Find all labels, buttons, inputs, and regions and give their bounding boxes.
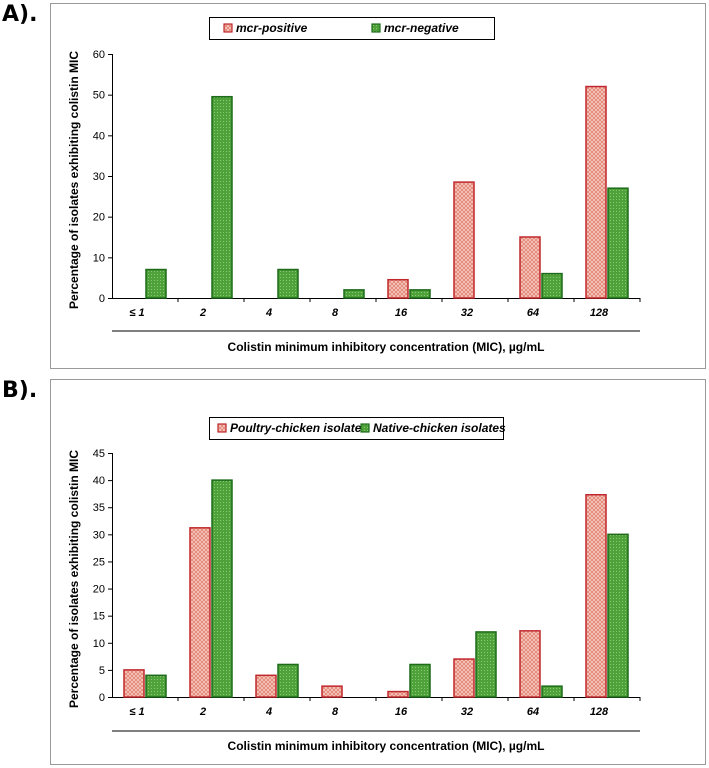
y-tick-label: 30 bbox=[93, 529, 105, 541]
y-tick-label: 15 bbox=[93, 611, 105, 623]
panel-a-label: A). bbox=[2, 2, 38, 27]
legend-box bbox=[209, 417, 504, 440]
bar-series1-5 bbox=[453, 658, 475, 698]
legend-swatch-1 bbox=[223, 23, 233, 33]
x-tick-label: 4 bbox=[265, 706, 272, 718]
chart-a: 0 10 20 30 40 50 60 ≤ 1 2 4 8 16 32 64 128 Colistin min… bbox=[67, 17, 641, 354]
bar-series2-1 bbox=[211, 95, 233, 299]
x-tick-label: ≤ 1 bbox=[129, 706, 144, 718]
y-tick-label: 0 bbox=[99, 692, 105, 704]
legend-swatch-1 bbox=[217, 423, 227, 433]
bar-series2-5 bbox=[475, 631, 497, 698]
x-tick-label: 128 bbox=[590, 307, 609, 319]
x-tick-label: 16 bbox=[395, 307, 408, 319]
x-tick-label: 16 bbox=[395, 706, 408, 718]
bar-series1-2 bbox=[255, 674, 277, 698]
legend: mcr-positive mcr-negative bbox=[209, 17, 495, 40]
bar-series1-1 bbox=[189, 527, 211, 698]
bar-series1-4 bbox=[387, 690, 409, 698]
y-tick-label: 45 bbox=[93, 448, 105, 460]
x-tick-label: 128 bbox=[590, 706, 609, 718]
y-tick-label: 20 bbox=[93, 584, 105, 596]
bar-series2-0 bbox=[145, 674, 167, 698]
bar-series1-3 bbox=[321, 685, 343, 698]
bar-series2-3 bbox=[343, 289, 365, 299]
y-tick-label: 40 bbox=[93, 475, 105, 487]
x-tick-label: 2 bbox=[199, 706, 206, 718]
bar-series1-7 bbox=[585, 494, 607, 698]
legend-label-1: Poultry-chicken isolates bbox=[230, 421, 368, 435]
y-tick-label: 50 bbox=[93, 90, 105, 102]
legend: Poultry-chicken isolates Native-chicken i… bbox=[209, 417, 506, 440]
x-tick-label: 8 bbox=[332, 307, 339, 319]
bar-series2-6 bbox=[541, 272, 563, 299]
y-tick-label: 60 bbox=[93, 49, 105, 61]
panel-b-label: B). bbox=[2, 378, 38, 403]
chart-b: 0 5 10 15 20 25 30 35 40 45 ≤ 1 2 4 8 16 32 64 128 Colisti… bbox=[67, 417, 641, 753]
bar-series1-0 bbox=[123, 669, 145, 698]
y-tick-label: 5 bbox=[99, 665, 105, 677]
bar-series1-5 bbox=[453, 181, 475, 299]
x-tick-label: 64 bbox=[527, 307, 539, 319]
bar-series1-6 bbox=[519, 630, 541, 698]
bar-series2-4 bbox=[409, 289, 431, 299]
x-axis-title: Colistin minimum inhibitory concentratio… bbox=[228, 739, 545, 753]
legend-label-1: mcr-positive bbox=[236, 21, 308, 35]
bar-series2-6 bbox=[541, 685, 563, 698]
y-tick-label: 10 bbox=[93, 252, 105, 264]
x-tick-label: ≤ 1 bbox=[129, 307, 144, 319]
bar-series2-4 bbox=[409, 663, 431, 698]
y-tick-label: 40 bbox=[93, 130, 105, 142]
legend-box bbox=[209, 17, 495, 40]
x-tick-label: 8 bbox=[332, 706, 339, 718]
bar-series1-6 bbox=[519, 236, 541, 299]
y-tick-label: 25 bbox=[93, 556, 105, 568]
panel-a-frame bbox=[50, 3, 706, 369]
x-axis-title: Colistin minimum inhibitory concentratio… bbox=[228, 340, 545, 354]
bar-series2-7 bbox=[607, 533, 629, 698]
y-tick-label: 30 bbox=[93, 171, 105, 183]
bar-series2-1 bbox=[211, 479, 233, 698]
y-axis-title: Percentage of isolates exhibiting colist… bbox=[67, 51, 81, 309]
legend-label-2: Native-chicken isolates bbox=[373, 421, 506, 435]
legend-label-2: mcr-negative bbox=[384, 21, 459, 35]
bar-series1-4 bbox=[387, 278, 409, 299]
x-tick-label: 32 bbox=[461, 307, 473, 319]
y-tick-label: 0 bbox=[99, 293, 105, 305]
bar-series2-7 bbox=[607, 187, 629, 299]
bar-series2-2 bbox=[277, 268, 299, 299]
y-tick-label: 35 bbox=[93, 502, 105, 514]
x-tick-label: 2 bbox=[199, 307, 206, 319]
legend-swatch-2 bbox=[371, 23, 381, 33]
panel-b-frame bbox=[50, 379, 706, 765]
bar-series2-2 bbox=[277, 663, 299, 698]
x-tick-label: 32 bbox=[461, 706, 473, 718]
y-tick-label: 10 bbox=[93, 638, 105, 650]
y-tick-label: 20 bbox=[93, 212, 105, 224]
legend-swatch-2 bbox=[360, 423, 370, 433]
bar-series1-7 bbox=[585, 85, 607, 299]
x-tick-label: 4 bbox=[265, 307, 272, 319]
bar-series2-0 bbox=[145, 268, 167, 299]
x-tick-label: 64 bbox=[527, 706, 539, 718]
y-axis-title: Percentage of isolates exhibiting colist… bbox=[67, 450, 81, 708]
